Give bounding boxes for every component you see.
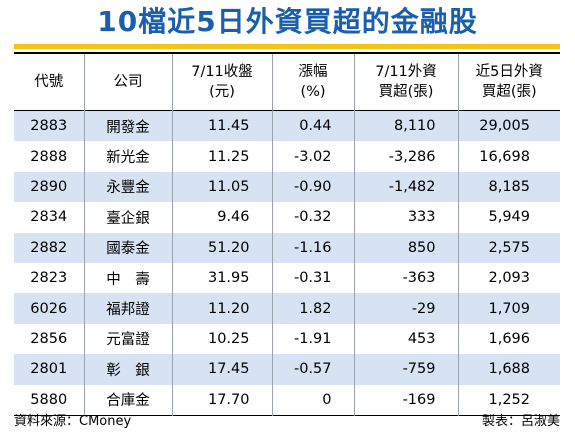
cell-foreign-5day: 8,185 bbox=[458, 171, 560, 203]
source-note: 資料來源：CMoney bbox=[14, 414, 132, 429]
cell-code: 2801 bbox=[14, 354, 85, 385]
cell-company: 元富證 bbox=[84, 323, 173, 355]
cell-foreign-day: -169 bbox=[354, 384, 459, 416]
cell-close-price: 11.05 bbox=[172, 171, 273, 203]
cell-change: -1.91 bbox=[272, 323, 355, 355]
header-close-price: 7/11收盤 (元) bbox=[172, 53, 273, 111]
header-close-line2: (元) bbox=[209, 84, 235, 100]
cell-code: 2856 bbox=[14, 323, 85, 355]
header-foreign-5day-line2: 買超(張) bbox=[481, 84, 537, 100]
cell-foreign-5day: 1,696 bbox=[458, 323, 560, 355]
table-row: 2856 元富證 10.25 -1.91 453 1,696 bbox=[14, 323, 560, 355]
author-note: 製表：呂淑美 bbox=[481, 414, 560, 429]
header-code-label: 代號 bbox=[34, 74, 64, 90]
data-table: 代號 公司 7/11收盤 (元) 漲幅 (%) 7/11外資 bbox=[14, 52, 560, 416]
cell-company: 新光金 bbox=[84, 141, 173, 172]
cell-code: 2823 bbox=[14, 262, 85, 294]
table-row: 2801 彰 銀 17.45 -0.57 -759 1,688 bbox=[14, 354, 560, 385]
cell-foreign-5day: 16,698 bbox=[458, 141, 560, 172]
header-change: 漲幅 (%) bbox=[272, 53, 355, 111]
header-company: 公司 bbox=[84, 53, 173, 111]
cell-company: 合庫金 bbox=[84, 384, 173, 416]
header-code: 代號 bbox=[14, 53, 85, 111]
cell-foreign-day: -29 bbox=[354, 293, 459, 324]
cell-close-price: 17.70 bbox=[172, 384, 273, 416]
cell-code: 2890 bbox=[14, 171, 85, 203]
cell-foreign-5day: 1,688 bbox=[458, 354, 560, 385]
cell-company: 臺企銀 bbox=[84, 202, 173, 233]
table-row: 5880 合庫金 17.70 0 -169 1,252 bbox=[14, 384, 560, 416]
cell-close-price: 9.46 bbox=[172, 202, 273, 233]
cell-code: 2888 bbox=[14, 141, 85, 172]
header-foreign-day-line2: 買超(張) bbox=[378, 84, 434, 100]
cell-close-price: 31.95 bbox=[172, 262, 273, 294]
cell-code: 2882 bbox=[14, 232, 85, 263]
cell-foreign-5day: 2,093 bbox=[458, 262, 560, 294]
cell-change: 0 bbox=[272, 384, 355, 416]
table-row: 2890 永豐金 11.05 -0.90 -1,482 8,185 bbox=[14, 171, 560, 203]
table-row: 2883 開發金 11.45 0.44 8,110 29,005 bbox=[14, 110, 560, 142]
cell-company: 中 壽 bbox=[84, 262, 173, 294]
cell-foreign-5day: 1,709 bbox=[458, 293, 560, 324]
cell-foreign-5day: 5,949 bbox=[458, 202, 560, 233]
cell-foreign-day: 850 bbox=[354, 232, 459, 263]
table-header-row: 代號 公司 7/11收盤 (元) 漲幅 (%) 7/11外資 bbox=[14, 53, 560, 111]
cell-company: 國泰金 bbox=[84, 232, 173, 263]
cell-close-price: 10.25 bbox=[172, 323, 273, 355]
cell-foreign-day: -1,482 bbox=[354, 171, 459, 203]
cell-close-price: 11.25 bbox=[172, 141, 273, 172]
cell-close-price: 11.20 bbox=[172, 293, 273, 324]
cell-change: 0.44 bbox=[272, 110, 355, 142]
cell-foreign-day: -363 bbox=[354, 262, 459, 294]
cell-change: -1.16 bbox=[272, 232, 355, 263]
table-row: 2834 臺企銀 9.46 -0.32 333 5,949 bbox=[14, 202, 560, 233]
cell-foreign-day: -759 bbox=[354, 354, 459, 385]
header-foreign-day: 7/11外資 買超(張) bbox=[354, 53, 459, 111]
cell-company: 開發金 bbox=[84, 110, 173, 142]
header-foreign-day-line1: 7/11外資 bbox=[375, 64, 437, 80]
header-change-line1: 漲幅 bbox=[298, 64, 328, 80]
cell-code: 2834 bbox=[14, 202, 85, 233]
cell-foreign-day: 333 bbox=[354, 202, 459, 233]
cell-foreign-5day: 29,005 bbox=[458, 110, 560, 142]
cell-change: -0.31 bbox=[272, 262, 355, 294]
cell-change: -0.32 bbox=[272, 202, 355, 233]
header-close-line1: 7/11收盤 bbox=[191, 64, 253, 80]
cell-close-price: 17.45 bbox=[172, 354, 273, 385]
cell-company: 福邦證 bbox=[84, 293, 173, 324]
header-foreign-5day: 近5日外資 買超(張) bbox=[458, 53, 560, 111]
header-foreign-5day-line1: 近5日外資 bbox=[475, 64, 543, 80]
cell-foreign-day: 8,110 bbox=[354, 110, 459, 142]
title-underline bbox=[14, 44, 560, 49]
header-company-label: 公司 bbox=[113, 74, 143, 90]
cell-foreign-5day: 1,252 bbox=[458, 384, 560, 416]
table-row: 2823 中 壽 31.95 -0.31 -363 2,093 bbox=[14, 262, 560, 294]
cell-company: 彰 銀 bbox=[84, 354, 173, 385]
page-title: 10檔近5日外資買超的金融股 bbox=[97, 5, 478, 38]
cell-foreign-day: -3,286 bbox=[354, 141, 459, 172]
table-row: 6026 福邦證 11.20 1.82 -29 1,709 bbox=[14, 293, 560, 324]
cell-code: 6026 bbox=[14, 293, 85, 324]
cell-code: 5880 bbox=[14, 384, 85, 416]
cell-foreign-5day: 2,575 bbox=[458, 232, 560, 263]
cell-close-price: 51.20 bbox=[172, 232, 273, 263]
cell-change: 1.82 bbox=[272, 293, 355, 324]
cell-code: 2883 bbox=[14, 110, 85, 142]
cell-close-price: 11.45 bbox=[172, 110, 273, 142]
table-body: 2883 開發金 11.45 0.44 8,110 29,005 2888 新光金 11.25-… bbox=[14, 110, 560, 416]
table-row: 2882 國泰金 51.20 -1.16 850 2,575 bbox=[14, 232, 560, 263]
cell-company: 永豐金 bbox=[84, 171, 173, 203]
cell-foreign-day: 453 bbox=[354, 323, 459, 355]
data-table-container: 代號 公司 7/11收盤 (元) 漲幅 (%) 7/11外資 bbox=[14, 52, 560, 416]
cell-change: -0.57 bbox=[272, 354, 355, 385]
cell-change: -0.90 bbox=[272, 171, 355, 203]
header-change-line2: (%) bbox=[300, 84, 326, 100]
table-row: 2888 新光金 11.25 -3.02 -3,286 16,698 bbox=[14, 141, 560, 172]
cell-change: -3.02 bbox=[272, 141, 355, 172]
